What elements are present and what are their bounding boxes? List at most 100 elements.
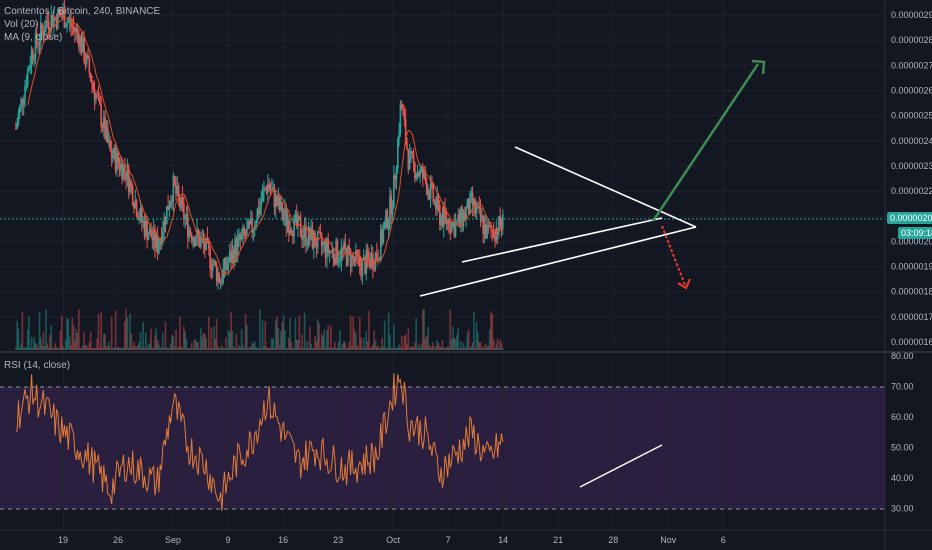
candle-body: [89, 72, 92, 82]
candle-body: [134, 200, 137, 209]
candle-body: [465, 208, 467, 219]
candle-body: [54, 17, 57, 19]
ma-legend[interactable]: MA (9, close): [4, 32, 63, 43]
candle-body: [193, 237, 196, 246]
triangle-upper-trendline[interactable]: [514, 146, 697, 228]
volume-bar: [286, 347, 289, 350]
price-tick-label: 0.00000290: [891, 10, 932, 20]
candle-body: [236, 237, 239, 255]
volume-legend[interactable]: Vol (20): [4, 19, 39, 30]
candle-body: [326, 239, 328, 258]
time-axis[interactable]: 19 26 Sep 9 16 23 Oct 7 14 21 28 Nov 6: [58, 535, 726, 545]
rsi-line: [15, 372, 504, 512]
candle-body: [475, 207, 478, 214]
volume-bar: [453, 337, 456, 350]
volume-bar: [288, 337, 290, 350]
volume-bar: [256, 347, 259, 350]
time-tick-label: 16: [278, 535, 288, 545]
candle-body: [95, 95, 97, 101]
volume-bar: [159, 347, 162, 350]
candle-body: [277, 197, 280, 206]
candle-body: [461, 206, 463, 227]
volume-bar: [201, 336, 204, 350]
candle-body: [376, 253, 378, 259]
volume-bar: [150, 328, 152, 350]
time-tick-label: Sep: [165, 535, 181, 545]
triangle-lower-trendline-inner[interactable]: [461, 217, 663, 263]
candle-body: [156, 235, 159, 254]
volume-bar: [316, 319, 319, 350]
candle-body: [63, 9, 66, 28]
volume-bar: [45, 309, 47, 350]
volume-bar: [263, 346, 265, 350]
volume-bar: [488, 329, 491, 350]
volume-bar: [186, 347, 189, 350]
rsi-trendline[interactable]: [579, 444, 663, 488]
volume-bar: [246, 324, 248, 350]
volume-bar: [148, 343, 151, 350]
volume-bar: [439, 345, 441, 350]
candle-body: [327, 239, 330, 253]
volume-bar: [205, 337, 207, 350]
bullish-arrow-shaft[interactable]: [651, 63, 760, 222]
candle-body: [260, 201, 263, 206]
candle-body: [223, 258, 226, 269]
triangle-lower-trendline-outer[interactable]: [419, 226, 697, 297]
candle-body: [393, 175, 395, 209]
volume-bar: [292, 347, 294, 350]
volume-bar: [126, 317, 129, 350]
volume-bar: [193, 339, 196, 350]
volume-bar: [301, 334, 303, 350]
volume-bar: [104, 333, 106, 350]
volume-bar: [55, 346, 58, 350]
volume-bar: [444, 347, 446, 350]
volume-bar: [92, 347, 95, 350]
candle-body: [130, 180, 133, 187]
volume-bar: [37, 347, 39, 350]
candle-body: [303, 225, 306, 237]
candle-body: [87, 55, 89, 59]
rsi-axis[interactable]: 30.00 40.00 50.00 60.00 70.00 80.00: [891, 351, 914, 514]
volume-bar: [445, 347, 448, 350]
volume-bar: [376, 347, 378, 350]
candle-body: [36, 33, 38, 44]
candle-body: [255, 222, 257, 227]
volume-bar: [483, 347, 486, 350]
candle-body: [188, 229, 190, 238]
candle-body: [238, 234, 240, 238]
volume-bar: [372, 344, 374, 350]
volume-bar: [177, 346, 180, 350]
volume-bar: [435, 346, 437, 350]
bearish-arrow-shaft[interactable]: [661, 225, 686, 286]
candle-body: [104, 117, 106, 139]
symbol-legend[interactable]: Contentos / Bitcoin, 240, BINANCE: [4, 6, 161, 17]
drawings[interactable]: [419, 59, 766, 488]
candle-body: [332, 249, 335, 258]
volume-bar: [500, 343, 503, 350]
candle-body: [34, 33, 37, 59]
volume-bar: [226, 347, 228, 350]
volume-bar: [478, 342, 480, 350]
volume-bar: [403, 335, 406, 350]
volume-bar: [117, 346, 120, 350]
candle-body: [306, 244, 309, 246]
volume-bar: [101, 347, 104, 350]
volume-bar: [265, 346, 268, 350]
volume-bar: [487, 345, 490, 350]
volume-bar: [88, 342, 91, 350]
volume-bar: [139, 331, 142, 350]
volume-bar: [247, 347, 249, 350]
candle-body: [473, 199, 475, 206]
candle-body: [395, 167, 398, 180]
rsi-legend[interactable]: RSI (14, close): [4, 360, 71, 371]
candle-body: [184, 217, 186, 220]
volume-bar: [66, 318, 68, 350]
candle-body: [454, 223, 457, 237]
candle-body: [64, 26, 67, 28]
candle-body: [432, 184, 435, 202]
